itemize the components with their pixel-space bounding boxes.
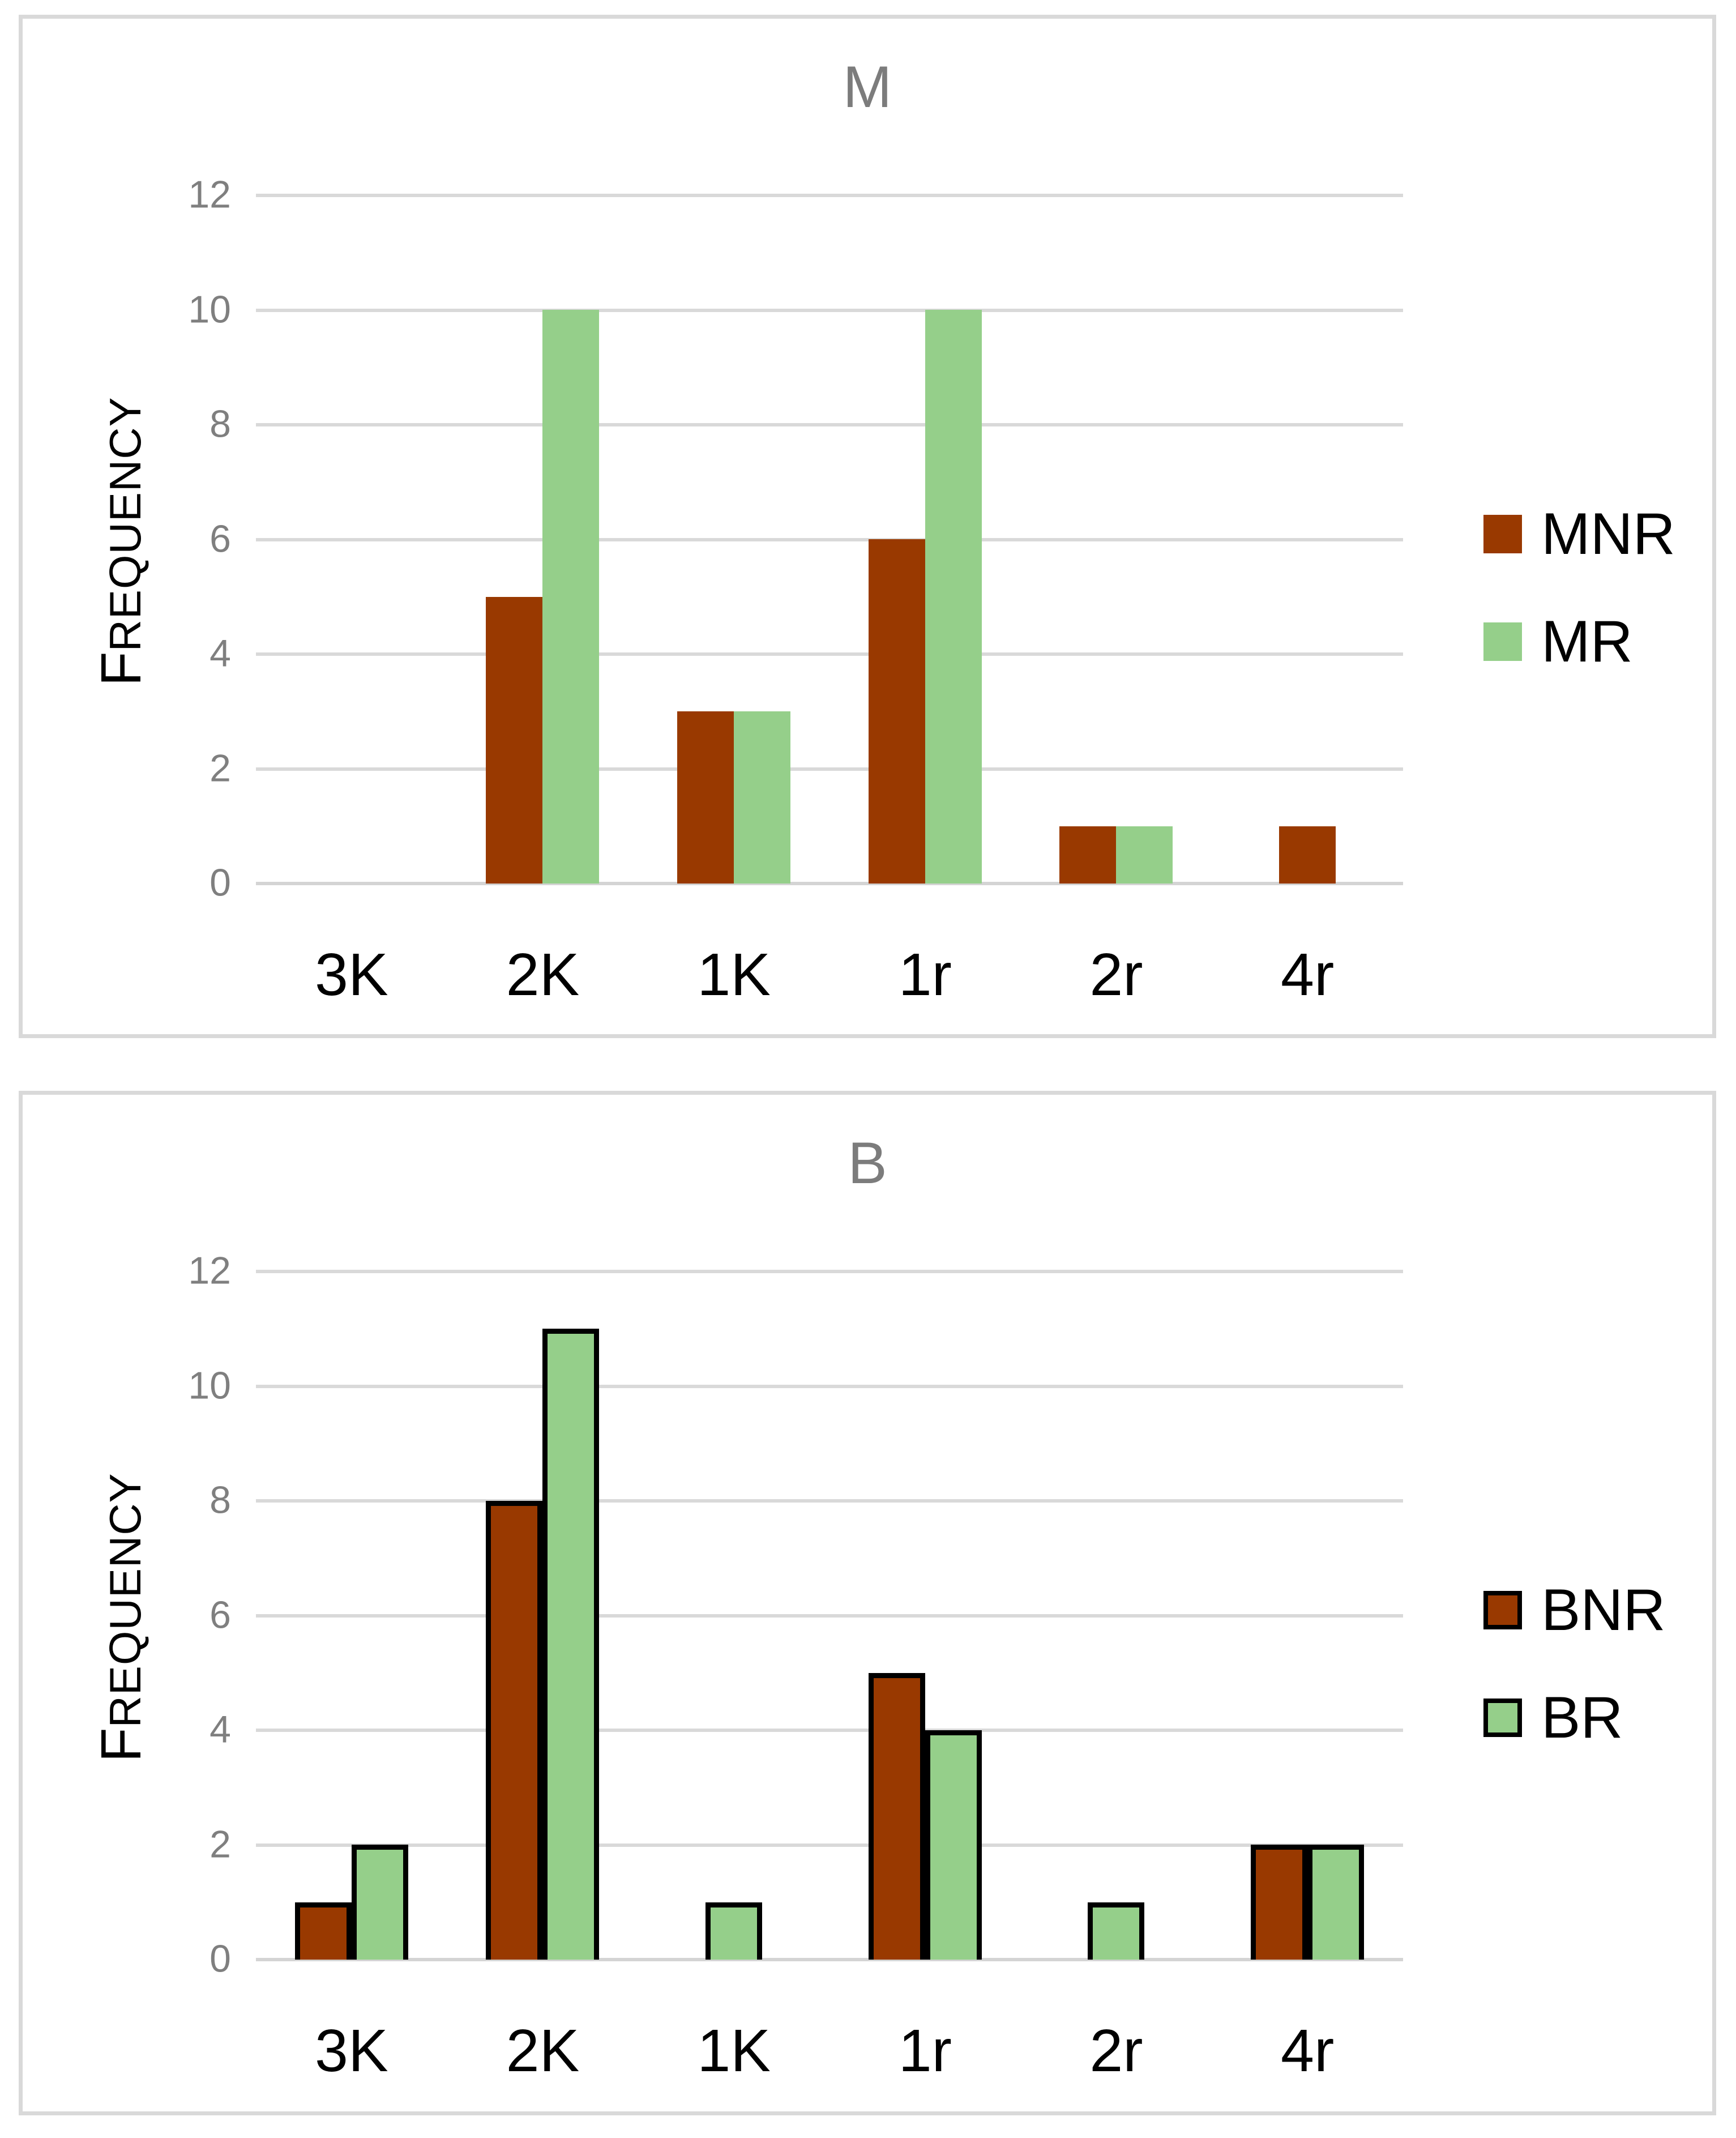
x-category-label: 4r (1281, 2017, 1335, 2084)
bar-group (1021, 1271, 1212, 1960)
legend-swatch-icon (1483, 1699, 1522, 1737)
legend-item-bnr: BNR (1483, 1577, 1666, 1643)
bar-bnr-3k (294, 1902, 352, 1960)
chart-title: B (848, 1130, 887, 1196)
x-category-label: 1K (697, 941, 771, 1008)
gridline (256, 1729, 1403, 1732)
bar-bnr-1r (868, 1673, 925, 1960)
gridline (256, 537, 1403, 541)
bar-group (256, 195, 447, 884)
x-category-label: 2K (506, 2017, 580, 2084)
y-tick-label: 4 (209, 631, 231, 675)
chart-panel-b: B Frequency 0 2 4 6 8 10 12 3K 2K 1K 1r 2r 4r BNR BR (19, 1091, 1716, 2115)
legend-item-br: BR (1483, 1685, 1666, 1751)
bar-br-4r (1307, 1845, 1365, 1960)
gridline (256, 652, 1403, 656)
bar-group (829, 1271, 1021, 1960)
legend-label: MNR (1541, 501, 1675, 567)
bar-group (447, 1271, 639, 1960)
bar-group (256, 1271, 447, 1960)
bar-group (829, 195, 1021, 884)
y-tick-label: 2 (209, 746, 231, 790)
x-category-label: 1K (697, 2017, 771, 2084)
gridline (256, 1270, 1403, 1273)
gridline (256, 1843, 1403, 1847)
x-category-label: 2r (1089, 2017, 1143, 2084)
gridline (256, 194, 1403, 197)
gridline (256, 1499, 1403, 1503)
legend-label: BR (1541, 1685, 1623, 1751)
x-category-label: 2r (1089, 941, 1143, 1008)
x-category-label: 3K (315, 941, 388, 1008)
bar-mnr-1r (868, 539, 925, 884)
bar-br-2k (542, 1329, 600, 1960)
y-tick-label: 0 (209, 1937, 231, 1981)
y-tick-label: 4 (209, 1708, 231, 1751)
axis-baseline (256, 882, 1403, 885)
bar-bnr-4r (1251, 1845, 1308, 1960)
x-category-label: 2K (506, 941, 580, 1008)
bar-mr-1r (925, 310, 982, 884)
gridline (256, 423, 1403, 426)
bar-br-1k (705, 1902, 763, 1960)
legend-swatch-icon (1483, 1591, 1522, 1629)
y-tick-label: 8 (209, 402, 231, 446)
y-tick-label: 2 (209, 1822, 231, 1866)
chart-panel-m: M Frequency 0 2 4 6 8 10 12 3K 2K 1K 1r 2r 4r MNR MR (19, 15, 1716, 1038)
y-tick-label: 8 (209, 1478, 231, 1522)
y-tick-label: 6 (209, 517, 231, 560)
y-tick-label: 12 (188, 1249, 231, 1292)
bar-mnr-4r (1279, 826, 1336, 884)
legend-swatch-icon (1483, 622, 1522, 661)
bar-mnr-1k (677, 711, 734, 884)
gridline (256, 1614, 1403, 1618)
bar-mr-2k (542, 310, 600, 884)
legend-item-mr: MR (1483, 609, 1675, 675)
bar-mr-2r (1116, 826, 1173, 884)
bar-group (447, 195, 639, 884)
legend: MNR MR (1483, 501, 1675, 675)
legend-swatch-icon (1483, 515, 1522, 553)
gridline (256, 767, 1403, 771)
bar-mr-1k (734, 711, 791, 884)
x-category-label: 1r (898, 2017, 952, 2084)
x-category-label: 4r (1281, 941, 1335, 1008)
bar-group (638, 195, 829, 884)
bar-br-3k (351, 1845, 408, 1960)
plot-area (256, 1270, 1403, 1961)
axis-baseline (256, 1958, 1403, 1961)
y-tick-label: 0 (209, 861, 231, 904)
chart-title: M (843, 54, 892, 120)
bar-br-1r (925, 1730, 982, 1960)
x-category-label: 1r (898, 941, 952, 1008)
bar-group (1212, 1271, 1403, 1960)
gridline (256, 1384, 1403, 1388)
legend: BNR BR (1483, 1577, 1666, 1751)
bar-group (1212, 195, 1403, 884)
legend-label: BNR (1541, 1577, 1666, 1643)
bar-mnr-2r (1059, 826, 1117, 884)
bar-mnr-2k (486, 597, 543, 884)
bar-group (1021, 195, 1212, 884)
bar-br-2r (1088, 1902, 1145, 1960)
y-tick-label: 12 (188, 173, 231, 216)
bar-group (638, 1271, 829, 1960)
legend-label: MR (1541, 609, 1633, 675)
legend-item-mnr: MNR (1483, 501, 1675, 567)
x-category-label: 3K (315, 2017, 388, 2084)
y-tick-label: 10 (188, 287, 231, 331)
y-tick-label: 6 (209, 1593, 231, 1636)
bar-bnr-2k (486, 1501, 543, 1960)
y-tick-label: 10 (188, 1363, 231, 1407)
gridline (256, 308, 1403, 312)
plot-area (256, 194, 1403, 885)
